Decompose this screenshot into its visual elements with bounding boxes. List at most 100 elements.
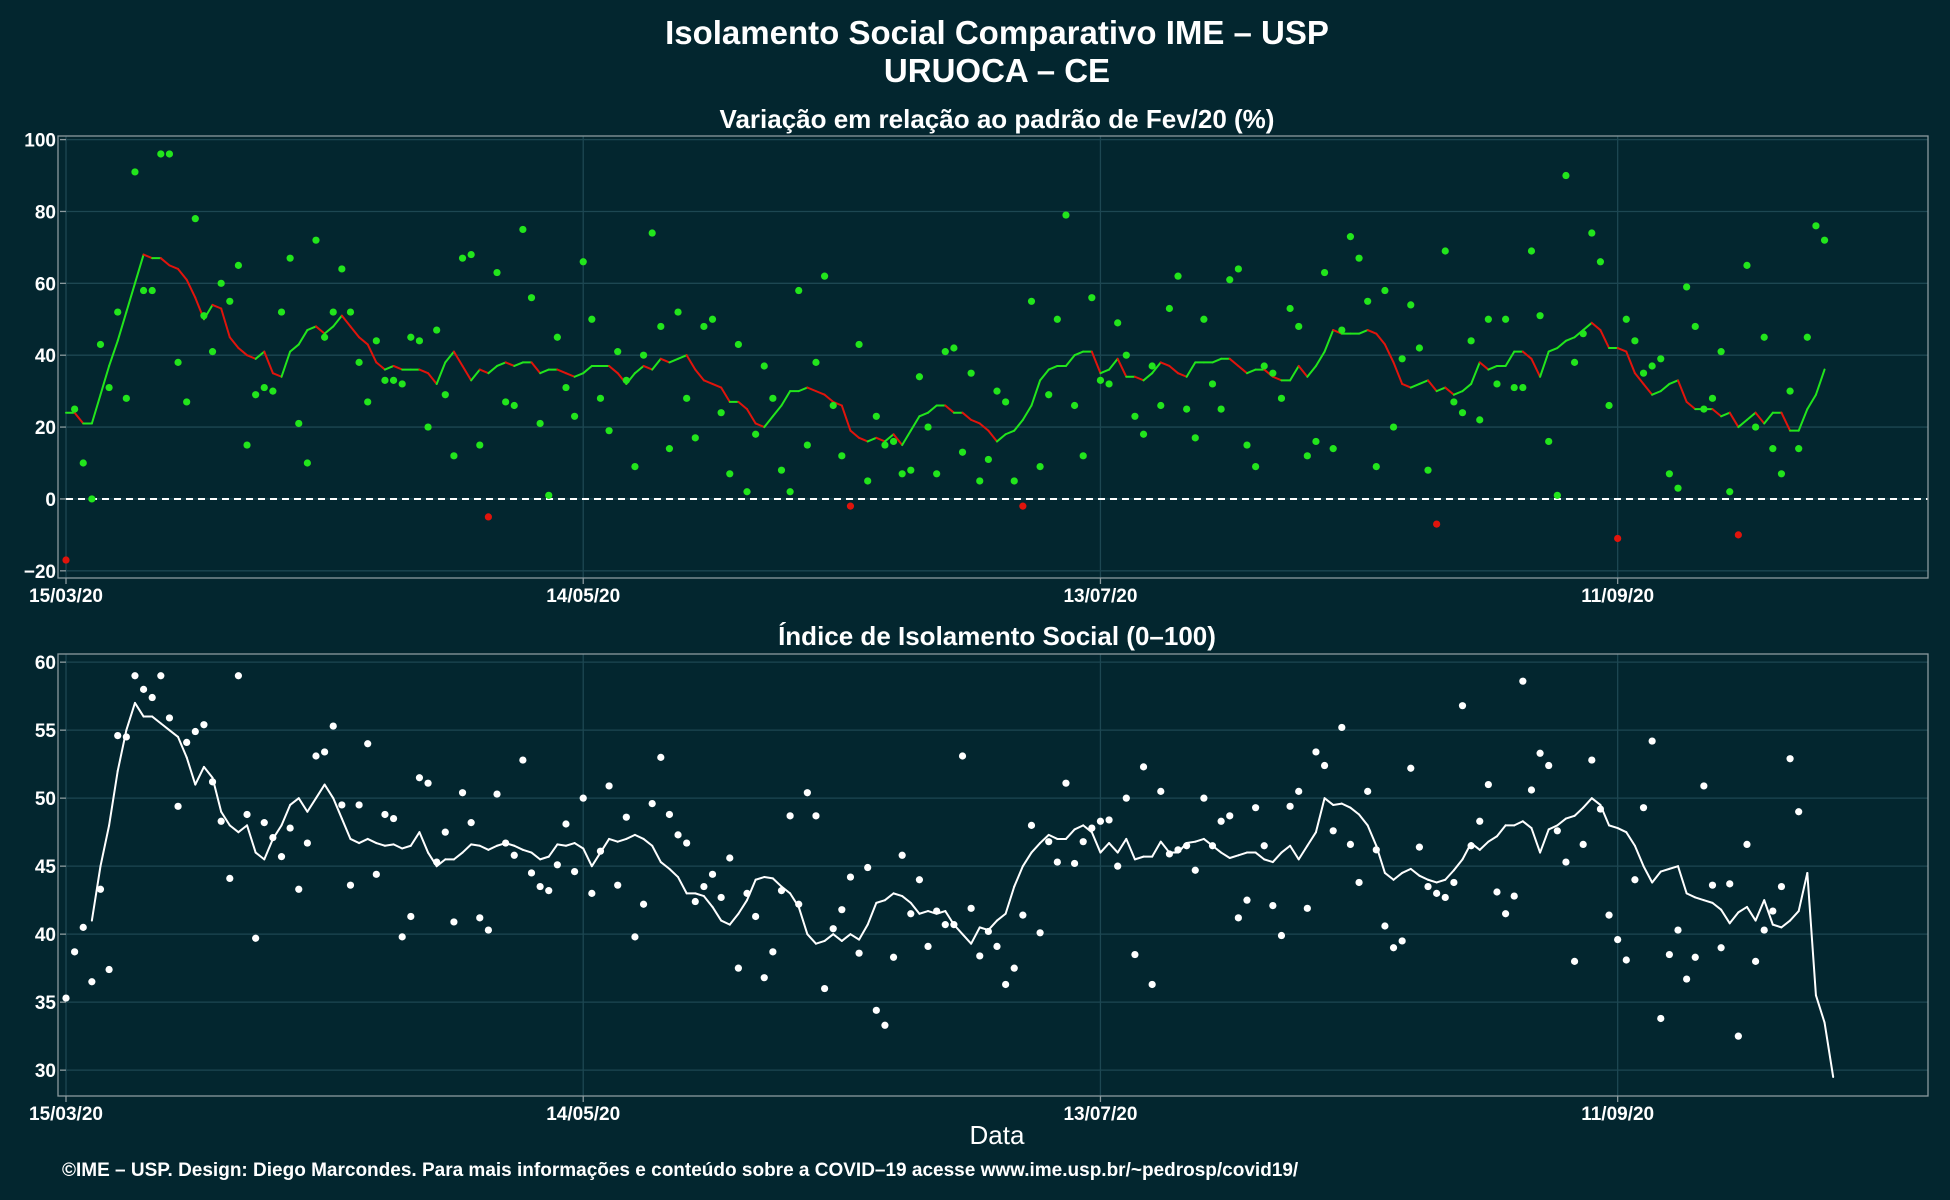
data-point — [191, 215, 199, 223]
data-point — [1553, 827, 1561, 835]
data-point — [1476, 817, 1484, 825]
moving-average-segment — [159, 257, 171, 267]
moving-average-segment — [746, 408, 757, 425]
moving-average-segment — [1590, 321, 1602, 332]
variation-moving-average-line — [65, 253, 1826, 447]
data-point — [648, 229, 656, 237]
data-point — [312, 752, 320, 760]
data-point — [1751, 423, 1760, 431]
moving-average-segment — [1409, 382, 1421, 389]
moving-average-segment — [771, 404, 783, 418]
data-point — [71, 405, 79, 413]
data-point — [717, 893, 725, 902]
data-point — [993, 942, 1001, 951]
data-point — [1639, 804, 1648, 812]
moving-average-segment — [1668, 379, 1680, 385]
data-point — [777, 887, 786, 895]
moving-average-segment — [1306, 831, 1317, 847]
data-point — [148, 286, 156, 295]
y-tick-label: 40 — [35, 925, 56, 946]
data-point — [1415, 843, 1423, 851]
moving-average-segment — [383, 843, 395, 847]
moving-average-segment — [159, 722, 171, 732]
moving-average-segment — [1521, 350, 1533, 360]
data-point — [1364, 787, 1372, 795]
data-point — [355, 358, 363, 366]
data-point — [1579, 840, 1587, 849]
moving-average-segment — [1745, 905, 1757, 922]
moving-average-segment — [1582, 321, 1593, 332]
data-point — [493, 790, 501, 798]
data-point — [752, 430, 760, 438]
data-point — [226, 297, 234, 305]
data-point — [1786, 755, 1794, 763]
moving-average-segment — [1754, 899, 1766, 922]
data-point — [1277, 931, 1286, 940]
data-point — [639, 351, 648, 359]
data-point — [545, 491, 553, 499]
moving-average-segment — [539, 368, 550, 375]
data-point — [208, 348, 217, 356]
data-point — [803, 441, 811, 449]
data-point — [605, 782, 613, 790]
data-point — [450, 452, 458, 460]
data-point — [726, 854, 734, 862]
data-point — [1751, 957, 1760, 965]
moving-average-segment — [1366, 329, 1378, 335]
moving-average-segment — [1814, 994, 1826, 1024]
data-point — [1191, 434, 1199, 442]
data-point — [252, 934, 260, 942]
moving-average-segment — [1358, 813, 1369, 827]
moving-average-segment — [1642, 865, 1654, 884]
moving-average-segment — [409, 831, 421, 847]
chart-subtitle: URUOCA – CE — [884, 52, 1110, 89]
moving-average-segment — [1737, 905, 1748, 914]
data-point — [269, 387, 277, 395]
data-point — [1614, 936, 1622, 944]
data-point — [1260, 842, 1268, 850]
data-point — [1200, 794, 1208, 802]
data-point — [622, 376, 630, 384]
moving-average-segment — [1608, 824, 1619, 830]
data-point — [1329, 827, 1337, 835]
data-point — [1372, 846, 1380, 854]
data-point — [1364, 297, 1372, 305]
data-point — [872, 1006, 880, 1014]
y-tick-label: 40 — [35, 346, 56, 367]
moving-average-segment — [1418, 874, 1430, 881]
data-point — [924, 423, 932, 431]
moving-average-segment — [530, 361, 542, 375]
moving-average-segment — [1582, 797, 1593, 809]
moving-average-segment — [1487, 364, 1498, 371]
moving-average-segment — [1401, 382, 1412, 389]
data-point — [700, 882, 708, 891]
data-point — [1674, 484, 1682, 492]
data-point — [769, 394, 777, 402]
y-tick-label: 100 — [24, 131, 56, 152]
data-point — [1820, 236, 1829, 244]
moving-average-segment — [99, 824, 111, 868]
data-point — [820, 272, 829, 280]
moving-average-segment — [151, 715, 162, 725]
moving-average-segment — [840, 404, 852, 432]
moving-average-segment — [883, 433, 895, 443]
moving-average-segment — [340, 314, 352, 328]
moving-average-segment — [444, 350, 455, 364]
moving-average-segment — [280, 350, 292, 378]
moving-average-segment — [1323, 329, 1335, 353]
data-point — [131, 672, 139, 680]
data-point — [967, 369, 975, 377]
moving-average-segment — [1452, 858, 1464, 872]
data-point — [450, 918, 458, 926]
moving-average-segment — [1340, 802, 1352, 809]
moving-average-segment — [1461, 382, 1473, 393]
data-point — [338, 265, 346, 273]
data-point — [803, 789, 811, 797]
data-point — [1708, 881, 1717, 889]
data-point — [484, 513, 492, 521]
moving-average-segment — [1314, 797, 1326, 834]
moving-average-segment — [978, 422, 990, 432]
moving-average-segment — [754, 422, 766, 429]
moving-average-segment — [228, 336, 240, 350]
moving-average-segment — [185, 756, 197, 786]
